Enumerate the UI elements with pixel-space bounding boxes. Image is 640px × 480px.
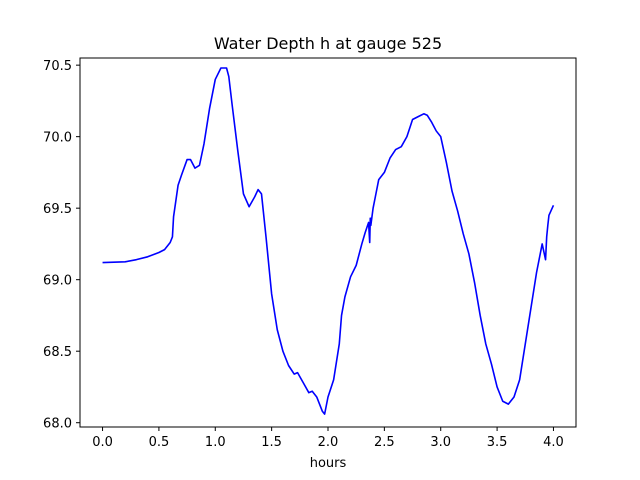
x-axis-label: hours [310,456,347,471]
x-tick-label: 3.0 [430,435,451,450]
y-tick-label: 68.5 [43,345,72,360]
chart-title: Water Depth h at gauge 525 [214,34,442,53]
x-tick-label: 2.5 [374,435,395,450]
y-tick-label: 70.5 [43,59,72,74]
y-tick-label: 68.0 [43,417,72,432]
x-tick-label: 4.0 [543,435,564,450]
x-tick-label: 0.0 [92,435,113,450]
axes-frame [79,57,577,428]
series-line [102,67,555,415]
x-tick-label: 0.5 [149,435,170,450]
x-tick-label: 1.0 [205,435,226,450]
x-tick-label: 3.5 [487,435,508,450]
y-tick-label: 69.5 [43,202,72,217]
y-tick-label: 70.0 [43,131,72,146]
plot-area [102,67,555,415]
y-axis-ticks: 68.0 68.5 69.0 69.5 70.0 70.5 [43,59,80,432]
x-tick-label: 2.0 [318,435,339,450]
x-axis-ticks: 0.0 0.5 1.0 1.5 2.0 2.5 3.0 3.5 4.0 [92,427,564,450]
x-tick-label: 1.5 [261,435,282,450]
y-tick-label: 69.0 [43,274,72,289]
